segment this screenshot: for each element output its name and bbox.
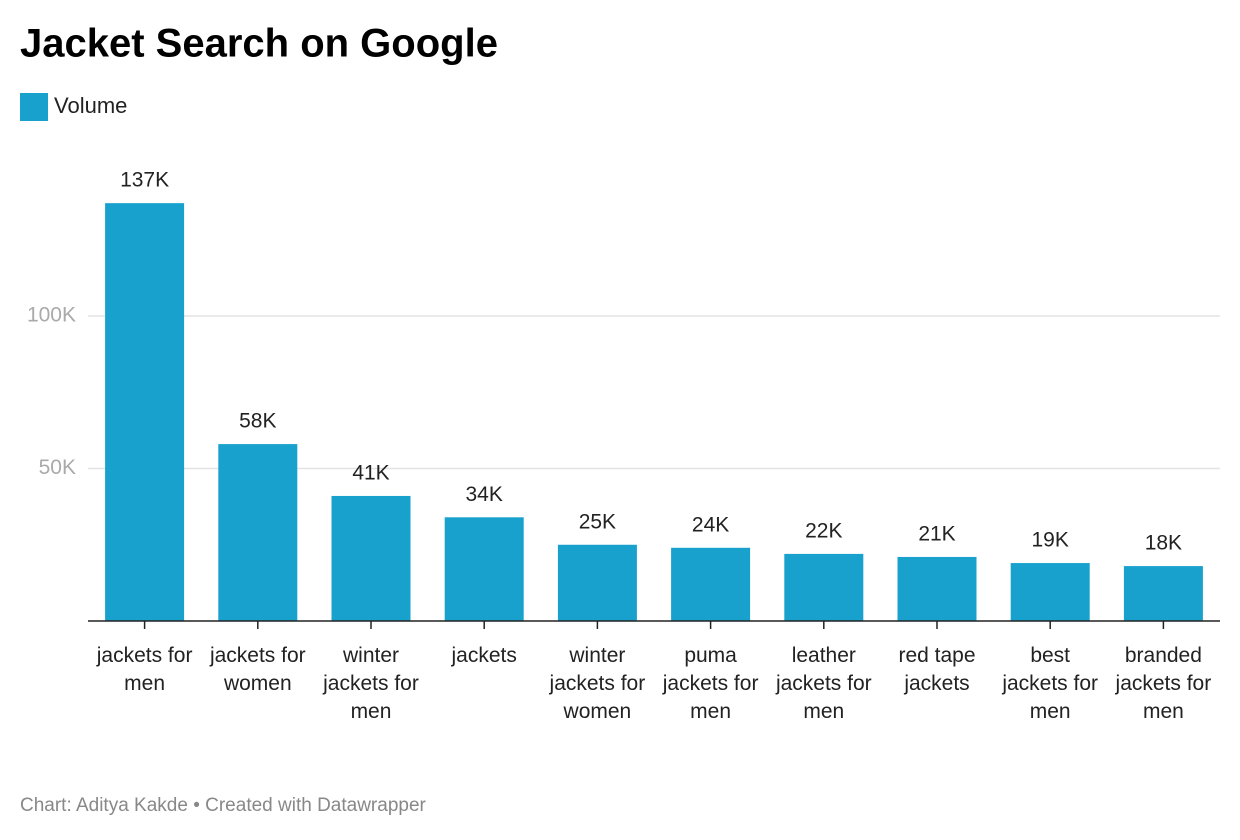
value-label: 25K [579, 510, 616, 533]
x-tick-label: jackets for women [209, 644, 306, 695]
value-label: 19K [1032, 529, 1069, 552]
bar [557, 544, 637, 621]
source: Chart: Aditya Kakde • Created with Dataw… [20, 795, 427, 816]
x-tick-label: red tape jackets [898, 644, 976, 695]
value-label: 18K [1145, 532, 1182, 555]
x-tick-label: leather jackets for men [775, 644, 872, 723]
value-label: 34K [466, 483, 503, 506]
x-tick-label: branded jackets for men [1115, 644, 1212, 723]
x-tick-label: jackets for men [96, 644, 193, 695]
y-tick-label: 50K [39, 456, 76, 479]
y-tick-label: 100K [27, 304, 76, 327]
bar [1010, 563, 1090, 621]
chart-title: Jacket Search on Google [20, 22, 498, 66]
legend-label: Volume [54, 93, 127, 118]
value-label: 137K [120, 169, 169, 192]
value-label: 24K [692, 513, 729, 536]
legend-swatch [20, 93, 48, 121]
bar [1123, 566, 1203, 621]
bar [331, 495, 411, 621]
bar [105, 203, 185, 621]
x-tick-label: puma jackets for men [662, 644, 759, 723]
value-label: 21K [918, 522, 955, 545]
x-tick-label: jackets [451, 644, 517, 667]
x-tick-label: best jackets for men [1002, 644, 1099, 723]
bar [218, 444, 298, 621]
x-tick-label: winter jackets for women [549, 644, 646, 723]
x-tick-label: winter jackets for men [323, 644, 419, 723]
bar [671, 547, 751, 621]
bar [444, 517, 524, 621]
value-label: 22K [805, 519, 842, 542]
bar [897, 556, 977, 621]
value-label: 58K [239, 410, 276, 433]
bar [784, 553, 864, 621]
value-label: 41K [352, 461, 389, 484]
